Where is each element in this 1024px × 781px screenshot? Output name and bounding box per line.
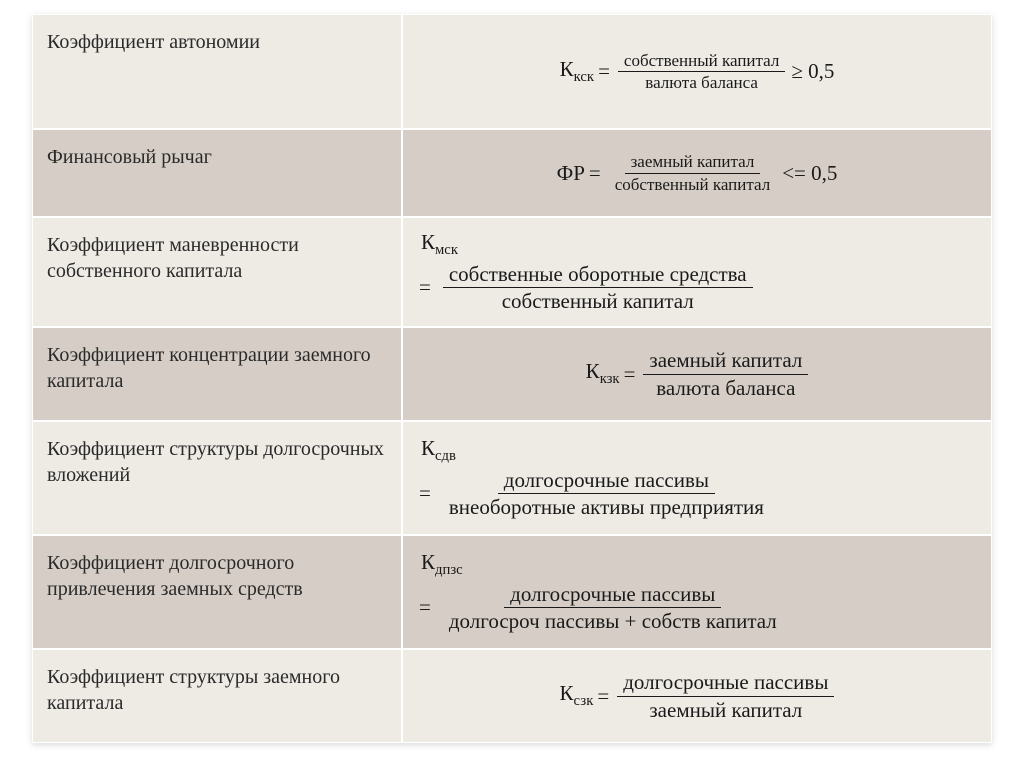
numerator: собственный капитал <box>618 50 785 72</box>
coefficient-label: Коэффициент структуры заемного капитала <box>32 649 402 743</box>
coefficient-label: Финансовый рычаг <box>32 129 402 217</box>
formula-tail: <= 0,5 <box>778 161 837 186</box>
formula-symbol: Ксзк <box>560 681 594 710</box>
numerator: долгосрочные пассивы <box>617 669 834 696</box>
equals-sign: = <box>417 481 437 506</box>
label-text: Коэффициент долгосрочного привлечения за… <box>47 550 387 602</box>
label-text: Финансовый рычаг <box>47 144 212 170</box>
label-text: Коэффициент маневренности собственного к… <box>47 232 387 284</box>
fraction: собственный капитал валюта баланса <box>618 50 785 94</box>
formula-symbol: Кмск <box>421 230 458 254</box>
formula-symbol: Ккск <box>560 57 594 86</box>
formula-stacked: Кдпзс = долгосрочные пассивы долгосроч п… <box>417 550 977 635</box>
formula-tail: ≥ 0,5 <box>787 59 834 84</box>
fraction: долгосрочные пассивы заемный капитал <box>617 669 834 723</box>
denominator: валюта баланса <box>650 375 801 401</box>
coefficient-label: Коэффициент структуры долгосрочных вложе… <box>32 421 402 535</box>
label-text: Коэффициент структуры долгосрочных вложе… <box>47 436 387 488</box>
fraction: собственные оборотные средства собственн… <box>443 261 753 315</box>
table-row: Коэффициент структуры заемного капитала … <box>32 649 992 743</box>
denominator: валюта баланса <box>639 72 764 93</box>
equals-sign: = <box>417 275 437 300</box>
label-text: Коэффициент автономии <box>47 29 260 55</box>
equals-sign: = <box>622 362 642 387</box>
coefficient-label: Коэффициент автономии <box>32 14 402 129</box>
fraction: заемный капитал валюта баланса <box>643 347 808 401</box>
equals-sign: = <box>595 684 615 709</box>
coefficient-formula: Ксдв = долгосрочные пассивы внеоборотные… <box>402 421 992 535</box>
equals-sign: = <box>587 161 607 186</box>
numerator: долгосрочные пассивы <box>504 581 721 608</box>
formula-symbol: ФР <box>557 161 585 186</box>
numerator: заемный капитал <box>625 151 761 173</box>
financial-coefficients-table: Коэффициент автономии Ккск = собственный… <box>32 14 992 743</box>
table-row: Коэффициент концентрации заемного капита… <box>32 327 992 421</box>
label-text: Коэффициент концентрации заемного капита… <box>47 342 387 394</box>
coefficient-formula: Ккск = собственный капитал валюта баланс… <box>402 14 992 129</box>
denominator: заемный капитал <box>643 697 808 723</box>
coefficient-formula: Ккзк = заемный капитал валюта баланса <box>402 327 992 421</box>
formula-inline: ФР = заемный капитал собственный капитал… <box>557 151 838 195</box>
coefficient-label: Коэффициент концентрации заемного капита… <box>32 327 402 421</box>
denominator: собственный капитал <box>496 288 700 314</box>
fraction: заемный капитал собственный капитал <box>609 151 776 195</box>
coefficient-formula: Кмск = собственные оборотные средства со… <box>402 217 992 327</box>
coefficient-formula: Кдпзс = долгосрочные пассивы долгосроч п… <box>402 535 992 649</box>
formula-inline: Ккск = собственный капитал валюта баланс… <box>560 50 835 94</box>
equals-sign: = <box>596 59 616 84</box>
numerator: заемный капитал <box>643 347 808 374</box>
denominator: долгосроч пассивы + собств капитал <box>443 608 783 634</box>
coefficient-label: Коэффициент долгосрочного привлечения за… <box>32 535 402 649</box>
table-row: Финансовый рычаг ФР = заемный капитал со… <box>32 129 992 217</box>
table-row: Коэффициент маневренности собственного к… <box>32 217 992 327</box>
table-row: Коэффициент долгосрочного привлечения за… <box>32 535 992 649</box>
numerator: собственные оборотные средства <box>443 261 753 288</box>
table-row: Коэффициент структуры долгосрочных вложе… <box>32 421 992 535</box>
fraction: долгосрочные пассивы внеоборотные активы… <box>443 467 770 521</box>
formula-symbol: Ксдв <box>421 436 456 460</box>
coefficient-label: Коэффициент маневренности собственного к… <box>32 217 402 327</box>
fraction: долгосрочные пассивы долгосроч пассивы +… <box>443 581 783 635</box>
denominator: внеоборотные активы предприятия <box>443 494 770 520</box>
numerator: долгосрочные пассивы <box>498 467 715 494</box>
formula-stacked: Ксдв = долгосрочные пассивы внеоборотные… <box>417 436 977 521</box>
denominator: собственный капитал <box>609 174 776 195</box>
table-row: Коэффициент автономии Ккск = собственный… <box>32 14 992 129</box>
label-text: Коэффициент структуры заемного капитала <box>47 664 387 716</box>
equals-sign: = <box>417 595 437 620</box>
formula-inline: Ккзк = заемный капитал валюта баланса <box>586 347 809 401</box>
formula-stacked: Кмск = собственные оборотные средства со… <box>417 230 977 315</box>
formula-inline: Ксзк = долгосрочные пассивы заемный капи… <box>560 669 835 723</box>
coefficient-formula: ФР = заемный капитал собственный капитал… <box>402 129 992 217</box>
formula-symbol: Ккзк <box>586 359 620 388</box>
formula-symbol: Кдпзс <box>421 550 463 574</box>
coefficient-formula: Ксзк = долгосрочные пассивы заемный капи… <box>402 649 992 743</box>
